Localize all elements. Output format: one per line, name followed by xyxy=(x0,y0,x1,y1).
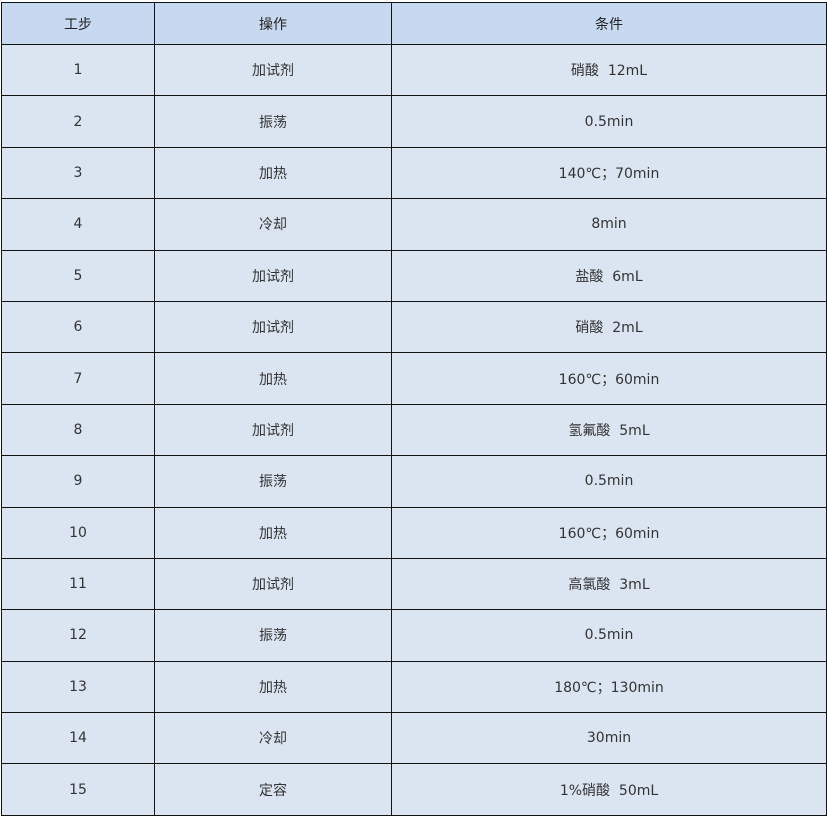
header-step: 工步 xyxy=(1,2,155,45)
operation-cell: 加试剂 xyxy=(154,557,392,611)
condition-cell: 硝酸 2mL xyxy=(391,300,827,354)
operation-cell: 加热 xyxy=(154,352,392,405)
step-cell: 5 xyxy=(1,249,155,302)
table-row: 14 冷却 30min xyxy=(1,712,827,765)
condition-cell: 0.5min xyxy=(391,455,827,508)
step-cell: 13 xyxy=(1,660,155,714)
condition-cell: 盐酸 6mL xyxy=(391,249,827,302)
condition-cell: 硝酸 12mL xyxy=(391,43,827,97)
table-row: 8 加试剂 氢氟酸 5mL xyxy=(1,403,827,457)
operation-cell: 加试剂 xyxy=(154,43,392,97)
operation-cell: 振荡 xyxy=(154,455,392,508)
condition-cell: 180℃；130min xyxy=(391,660,827,714)
condition-cell: 0.5min xyxy=(391,95,827,148)
table-row: 15 定容 1%硝酸 50mL xyxy=(1,763,827,816)
condition-cell: 30min xyxy=(391,712,827,765)
header-operation: 操作 xyxy=(154,2,392,45)
header-condition: 条件 xyxy=(391,2,827,45)
step-cell: 9 xyxy=(1,455,155,508)
condition-cell: 0.5min xyxy=(391,609,827,662)
step-cell: 1 xyxy=(1,43,155,97)
table-row: 4 冷却 8min xyxy=(1,198,827,251)
operation-cell: 冷却 xyxy=(154,712,392,765)
operation-cell: 定容 xyxy=(154,763,392,816)
condition-cell: 160℃；60min xyxy=(391,506,827,559)
table-row: 9 振荡 0.5min xyxy=(1,455,827,508)
operation-cell: 加试剂 xyxy=(154,249,392,302)
step-cell: 3 xyxy=(1,146,155,200)
step-cell: 4 xyxy=(1,198,155,251)
operation-cell: 振荡 xyxy=(154,95,392,148)
condition-cell: 氢氟酸 5mL xyxy=(391,403,827,457)
operation-cell: 加热 xyxy=(154,506,392,559)
table-row: 3 加热 140℃；70min xyxy=(1,146,827,200)
step-cell: 15 xyxy=(1,763,155,816)
table-row: 6 加试剂 硝酸 2mL xyxy=(1,300,827,354)
table-row: 11 加试剂 高氯酸 3mL xyxy=(1,557,827,611)
step-cell: 11 xyxy=(1,557,155,611)
table-row: 5 加试剂 盐酸 6mL xyxy=(1,249,827,302)
step-cell: 12 xyxy=(1,609,155,662)
step-cell: 6 xyxy=(1,300,155,354)
step-cell: 8 xyxy=(1,403,155,457)
table-row: 12 振荡 0.5min xyxy=(1,609,827,662)
condition-cell: 8min xyxy=(391,198,827,251)
step-cell: 7 xyxy=(1,352,155,405)
table-row: 10 加热 160℃；60min xyxy=(1,506,827,559)
operation-cell: 振荡 xyxy=(154,609,392,662)
operation-cell: 加热 xyxy=(154,146,392,200)
operation-cell: 加试剂 xyxy=(154,403,392,457)
table-row: 13 加热 180℃；130min xyxy=(1,660,827,714)
operation-cell: 加试剂 xyxy=(154,300,392,354)
header-row: 工步 操作 条件 xyxy=(1,2,827,45)
operation-cell: 冷却 xyxy=(154,198,392,251)
condition-cell: 160℃；60min xyxy=(391,352,827,405)
condition-cell: 高氯酸 3mL xyxy=(391,557,827,611)
step-cell: 10 xyxy=(1,506,155,559)
step-cell: 2 xyxy=(1,95,155,148)
table-row: 7 加热 160℃；60min xyxy=(1,352,827,405)
operation-cell: 加热 xyxy=(154,660,392,714)
table-row: 1 加试剂 硝酸 12mL xyxy=(1,43,827,97)
condition-cell: 140℃；70min xyxy=(391,146,827,200)
condition-cell: 1%硝酸 50mL xyxy=(391,763,827,816)
step-cell: 14 xyxy=(1,712,155,765)
table-row: 2 振荡 0.5min xyxy=(1,95,827,148)
